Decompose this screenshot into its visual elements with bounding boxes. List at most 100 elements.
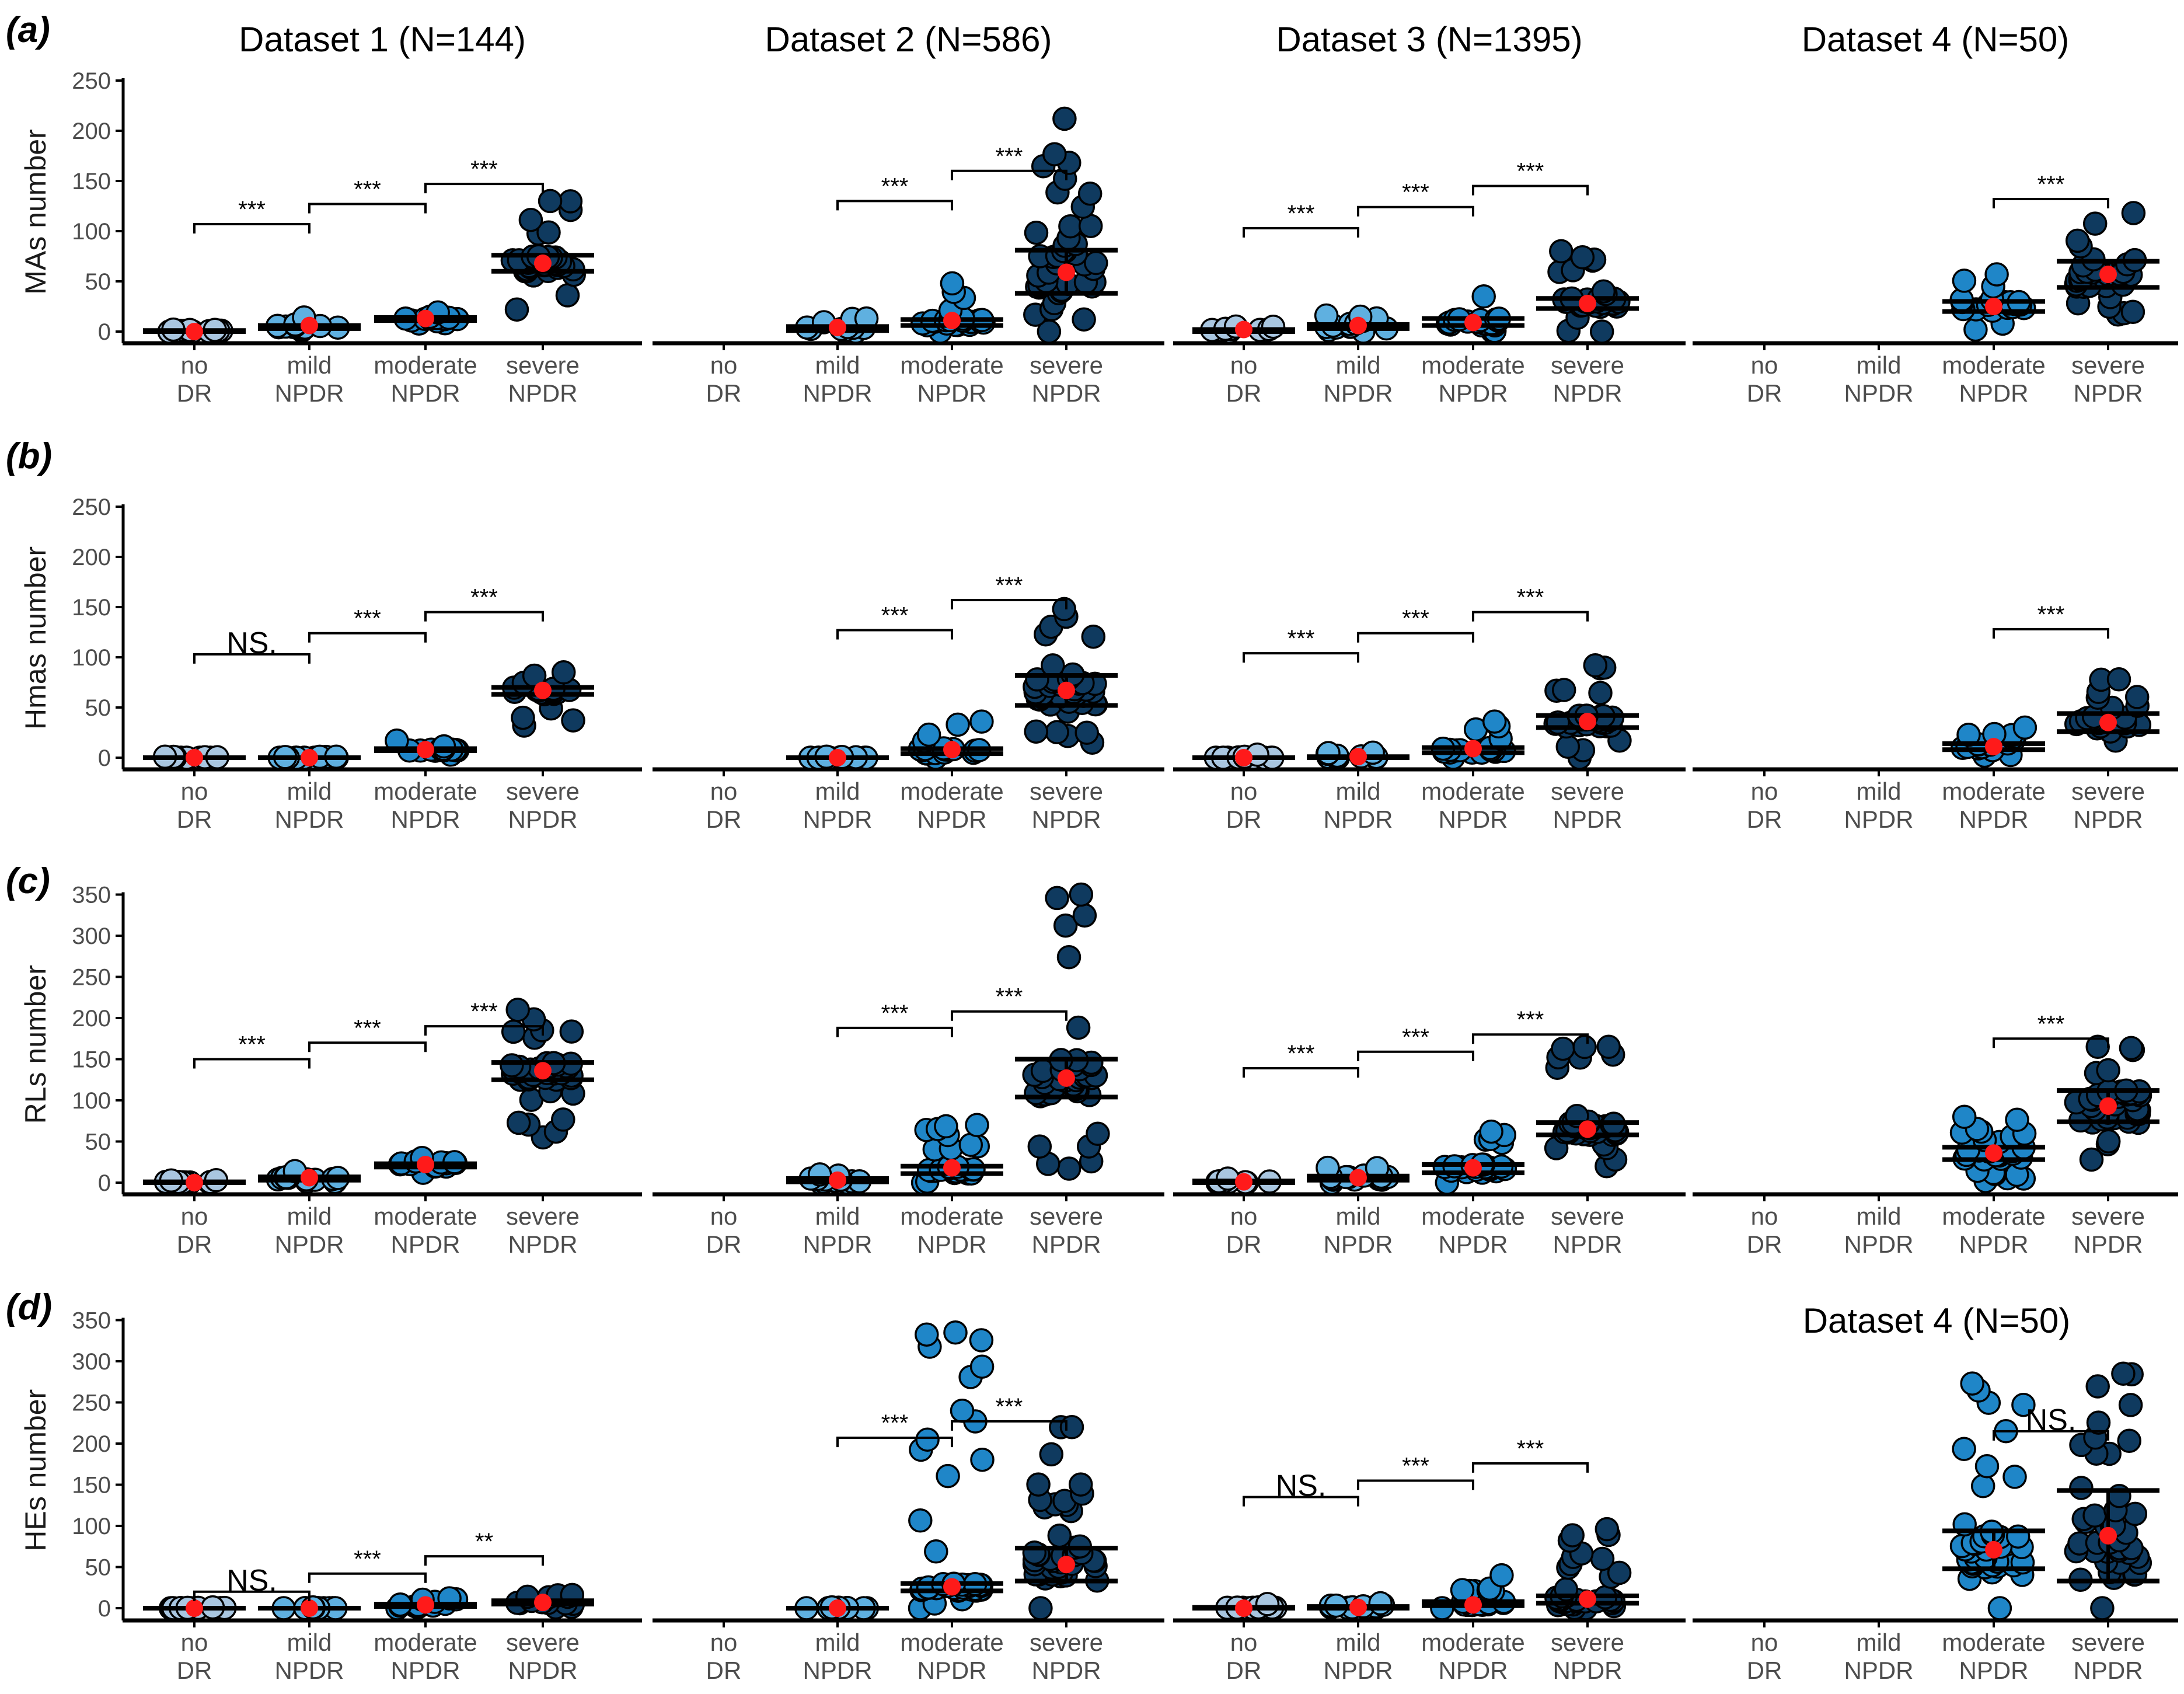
data-point	[969, 1354, 995, 1379]
group-mild-npdr	[786, 1162, 889, 1195]
group-no-dr	[143, 744, 246, 770]
significance-label: ***	[1402, 606, 1429, 632]
x-tick-label-moderate-npdr-line2: NPDR	[390, 1657, 460, 1684]
bracket-line	[193, 222, 310, 233]
x-tick-label-mild-npdr-line1: mild	[287, 1202, 332, 1230]
mean-point	[1579, 1120, 1596, 1138]
bracket-line	[193, 1590, 310, 1601]
mean-point	[1464, 740, 1482, 758]
x-tick-label-mild-npdr-line1: mild	[1335, 778, 1380, 805]
x-tick-label-moderate-npdr-line2: NPDR	[1438, 379, 1508, 407]
bracket-line	[308, 203, 427, 214]
data-point	[1952, 269, 1977, 293]
x-tick-label-severe-npdr-line2: NPDR	[1552, 1231, 1622, 1258]
data-point	[2011, 1392, 2036, 1417]
data-point	[2085, 1374, 2110, 1399]
dataset-title-repeat-d: Dataset 4 (N=50)	[1803, 1301, 2071, 1340]
data-point	[558, 189, 583, 214]
data-point	[2082, 211, 2108, 236]
data-point	[1963, 317, 1988, 342]
data-point	[1072, 307, 1096, 332]
data-point	[950, 1398, 975, 1423]
y-tick-label: 0	[98, 1170, 111, 1196]
x-tick-label-moderate-npdr-line1: moderate	[1942, 351, 2045, 379]
y-tick-label: 150	[72, 595, 111, 621]
data-point	[915, 1322, 939, 1347]
data-point	[1024, 220, 1049, 245]
group-severe-npdr	[1015, 597, 1118, 755]
bracket-line	[1472, 611, 1589, 622]
mean-point	[1985, 298, 2002, 315]
data-point	[2002, 1465, 2027, 1489]
group-severe-npdr	[1015, 882, 1118, 1181]
mean-point	[2099, 1526, 2117, 1545]
data-point	[1045, 720, 1069, 745]
data-point	[1368, 1591, 1393, 1616]
significance-label: NS.	[226, 1564, 277, 1598]
mean-point	[301, 316, 318, 334]
group-moderate-npdr	[374, 1586, 477, 1620]
x-tick-label-mild-npdr-line1: mild	[287, 351, 332, 379]
data-point	[1086, 1121, 1110, 1146]
bracket-line	[193, 653, 310, 664]
significance-label: ***	[2038, 172, 2065, 197]
x-tick-label-no-dr-line1: no	[710, 1629, 738, 1656]
group-moderate-npdr	[901, 1320, 1003, 1620]
subplot-dataset-1: noDRmildNPDRmoderateNPDRsevereNPDRNS.***…	[123, 1529, 642, 1684]
x-tick-label-severe-npdr-line1: severe	[1551, 778, 1624, 805]
x-tick-label-mild-npdr-line2: NPDR	[803, 1231, 872, 1258]
y-tick-label: 300	[72, 923, 111, 949]
mean-point	[1235, 749, 1253, 766]
x-tick-label-severe-npdr-line2: NPDR	[508, 1657, 577, 1684]
significance-label: ***	[881, 603, 909, 629]
x-tick-label-moderate-npdr-line2: NPDR	[917, 1231, 986, 1258]
mean-point	[1464, 1159, 1482, 1177]
x-tick-label-severe-npdr-line1: severe	[2071, 1629, 2145, 1656]
x-tick-label-mild-npdr-line2: NPDR	[274, 806, 344, 833]
x-tick-label-no-dr-line2: DR	[1747, 1231, 1782, 1258]
x-tick-label-moderate-npdr-line1: moderate	[900, 1629, 1003, 1656]
mean-point	[534, 1594, 552, 1612]
group-moderate-npdr	[1422, 1119, 1524, 1195]
data-point	[2005, 1107, 2029, 1132]
data-point	[2086, 1410, 2111, 1435]
mean-point	[829, 1171, 846, 1189]
group-moderate-npdr	[901, 709, 1003, 770]
mean-point	[2099, 713, 2117, 731]
bracket-line	[1993, 1430, 2109, 1441]
data-point	[1570, 245, 1595, 270]
group-moderate-npdr	[901, 1113, 1003, 1195]
bracket-line	[424, 183, 544, 194]
mean-point	[1058, 1069, 1075, 1087]
significance-bracket: ***	[1357, 606, 1474, 643]
significance-bracket: NS.	[193, 626, 310, 664]
x-tick-label-moderate-npdr-line1: moderate	[374, 778, 477, 805]
x-tick-label-no-dr-line2: DR	[1747, 379, 1782, 407]
data-point	[1974, 1454, 2000, 1479]
data-point	[1560, 1523, 1585, 1547]
data-point	[2079, 1147, 2104, 1172]
x-tick-label-moderate-npdr-line2: NPDR	[1438, 806, 1508, 833]
dataset-title-2: Dataset 2 (N=586)	[765, 20, 1052, 59]
mean-point	[1464, 1596, 1482, 1614]
bracket-line	[836, 1437, 953, 1448]
significance-bracket: ***	[1357, 1024, 1474, 1061]
data-point	[1549, 239, 1574, 264]
x-tick-label-moderate-npdr-line2: NPDR	[1438, 1231, 1508, 1258]
x-tick-label-severe-npdr-line2: NPDR	[1031, 1657, 1101, 1684]
bracket-line	[1472, 184, 1589, 196]
group-mild-npdr	[258, 305, 361, 343]
data-point	[2106, 667, 2131, 692]
x-tick-label-moderate-npdr-line1: moderate	[374, 1202, 477, 1230]
x-tick-label-no-dr-line2: DR	[706, 806, 742, 833]
mean-point	[943, 741, 961, 759]
mean-point	[829, 1599, 846, 1617]
y-tick-label: 100	[72, 1514, 111, 1539]
data-point	[1588, 681, 1613, 705]
group-severe-npdr	[2057, 667, 2159, 753]
data-point	[504, 297, 529, 322]
x-tick-label-severe-npdr-line1: severe	[1030, 1629, 1103, 1656]
